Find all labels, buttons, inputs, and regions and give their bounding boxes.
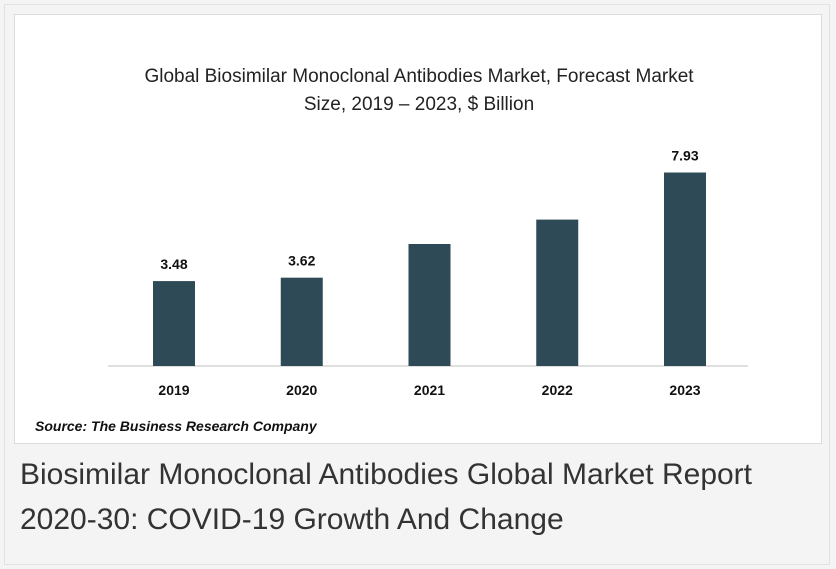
- data-label: 3.62: [288, 253, 315, 269]
- data-label: 7.93: [671, 148, 698, 164]
- x-tick-label: 2020: [286, 382, 317, 398]
- bar: [280, 277, 323, 366]
- x-tick-label: 2019: [158, 382, 189, 398]
- chart: 2019 3.48 2020 3.62 2021 2022 2023 7.93: [108, 148, 748, 398]
- chart-image: 2019 3.48 2020 3.62 2021 2022 2023 7.93 Global …: [14, 14, 822, 444]
- frame: [4, 4, 830, 565]
- x-tick-label: 2023: [669, 382, 700, 398]
- caption: Biosimilar Monoclonal Antibodies Global …: [20, 458, 753, 536]
- bar: [408, 244, 451, 366]
- x-tick-label: 2021: [414, 382, 445, 398]
- bar: [153, 281, 195, 366]
- data-label: 3.48: [160, 256, 187, 272]
- source-note: Source: The Business Research Company: [35, 418, 317, 434]
- x-tick-label: 2022: [542, 382, 573, 398]
- chart-title: Global Biosimilar Monoclonal Antibodies …: [144, 66, 694, 115]
- bar: [536, 219, 579, 366]
- bar: [664, 172, 706, 366]
